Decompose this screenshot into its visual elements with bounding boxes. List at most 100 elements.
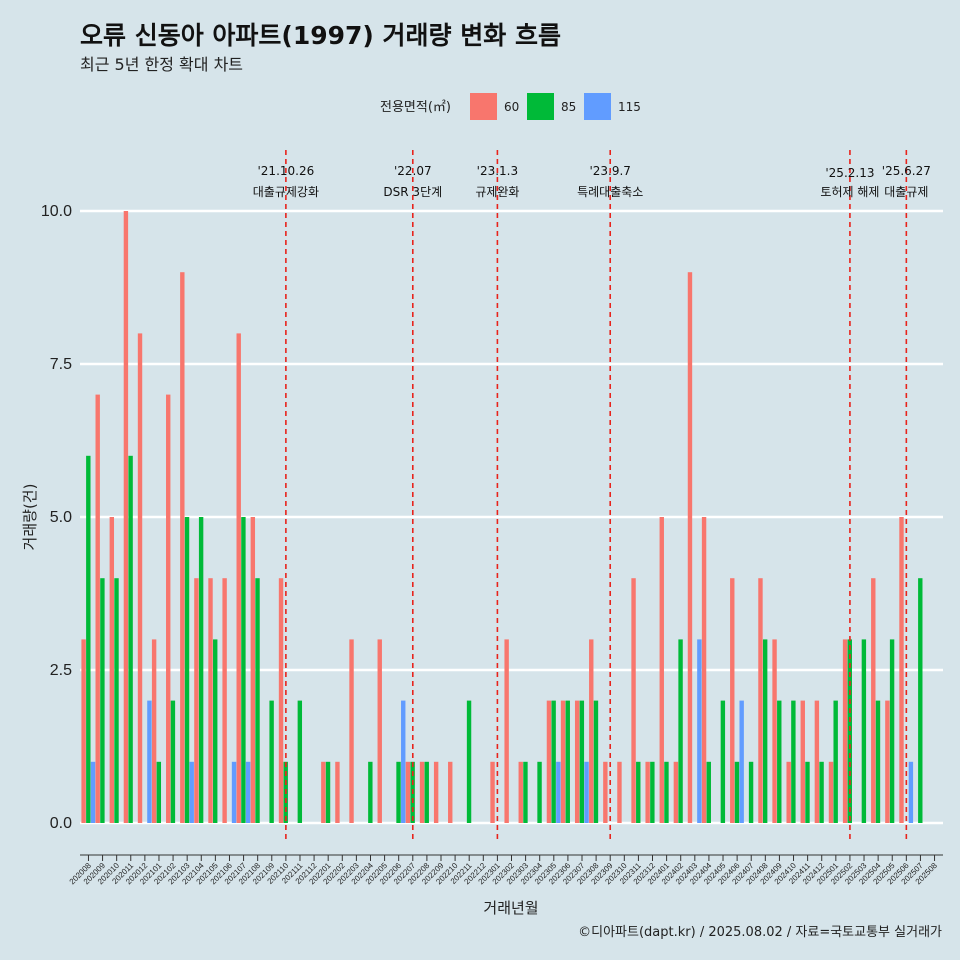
legend-swatch bbox=[470, 93, 497, 120]
bar-85-202306 bbox=[565, 700, 570, 823]
bar-60-202408 bbox=[758, 578, 763, 823]
bar-60-202010 bbox=[109, 517, 115, 823]
event-date: '25.2.13 bbox=[825, 166, 874, 180]
bar-60-202411 bbox=[800, 700, 805, 823]
bar-60-202412 bbox=[814, 700, 820, 823]
bar-85-202401 bbox=[664, 761, 669, 823]
event-date: '23.9.7 bbox=[589, 164, 630, 178]
bar-60-202201 bbox=[321, 761, 326, 823]
bar-60-202103 bbox=[180, 272, 185, 823]
bar-85-202111 bbox=[297, 700, 303, 823]
bar-60-202504 bbox=[871, 578, 876, 823]
y-tick-label: 7.5 bbox=[50, 356, 72, 373]
bar-60-202202 bbox=[335, 761, 340, 823]
x-axis-label: 거래년월 bbox=[483, 899, 538, 917]
y-axis-label: 거래량(건) bbox=[21, 484, 39, 551]
bar-115-202307 bbox=[584, 761, 589, 823]
y-axis: 0.0 2.5 5.0 7.5 10.0 bbox=[41, 203, 72, 832]
bar-60-202105 bbox=[208, 578, 213, 823]
bar-85-202307 bbox=[579, 700, 585, 823]
bar-85-202101 bbox=[156, 761, 162, 823]
bar-115-202206 bbox=[401, 700, 406, 823]
bar-60-202106 bbox=[222, 578, 227, 823]
bar-85-202502 bbox=[847, 639, 852, 823]
bar-60-202403 bbox=[687, 272, 693, 823]
bar-60-202402 bbox=[673, 761, 679, 823]
bar-60-202011 bbox=[123, 211, 129, 823]
bar-60-202310 bbox=[617, 761, 622, 823]
bar-85-202010 bbox=[114, 578, 119, 823]
bar-60-202107 bbox=[236, 333, 241, 823]
bar-60-202301 bbox=[490, 761, 495, 823]
bar-60-202312 bbox=[645, 761, 650, 823]
y-tick-label: 5.0 bbox=[50, 509, 72, 526]
bar-115-202012 bbox=[147, 700, 152, 823]
bar-85-202105 bbox=[213, 639, 218, 823]
bar-60-202401 bbox=[659, 517, 664, 823]
legend: 전용면적(㎡) 60 85 115 bbox=[380, 93, 641, 120]
event-label: 대출규제강화 bbox=[253, 185, 319, 199]
bar-85-202504 bbox=[875, 700, 881, 823]
bar-85-202409 bbox=[777, 700, 782, 823]
bar-85-202411 bbox=[805, 761, 810, 823]
bar-85-202303 bbox=[523, 761, 528, 823]
event-label: 규제완화 bbox=[475, 185, 519, 199]
chart-subtitle: 최근 5년 한정 확대 차트 bbox=[80, 55, 243, 74]
bar-115-202008 bbox=[90, 761, 96, 823]
bar-60-202501 bbox=[828, 761, 834, 823]
bar-60-202307 bbox=[574, 700, 580, 823]
bar-60-202207 bbox=[405, 761, 411, 823]
bar-60-202309 bbox=[603, 761, 608, 823]
bar-60-202306 bbox=[560, 700, 566, 823]
bar-60-202404 bbox=[701, 517, 707, 823]
bar-60-202008 bbox=[81, 639, 86, 823]
legend-label: 60 bbox=[504, 100, 519, 114]
bar-85-202501 bbox=[833, 700, 838, 823]
bar-85-202507 bbox=[918, 578, 923, 823]
bar-85-202009 bbox=[100, 578, 105, 823]
bar-85-202304 bbox=[537, 761, 542, 823]
bar-60-202506 bbox=[899, 517, 904, 823]
event-label: 토허제 해제 bbox=[820, 185, 879, 199]
bar-85-202308 bbox=[593, 700, 599, 823]
bar-85-202408 bbox=[762, 639, 768, 823]
bar-85-202108 bbox=[255, 578, 260, 823]
bar-60-202502 bbox=[842, 639, 848, 823]
bar-85-202211 bbox=[466, 700, 472, 823]
bar-60-202308 bbox=[589, 639, 594, 823]
bar-85-202008 bbox=[86, 455, 91, 823]
bar-85-202011 bbox=[128, 455, 133, 823]
bar-85-202406 bbox=[734, 761, 740, 823]
bar-85-202410 bbox=[791, 700, 796, 823]
bar-85-202407 bbox=[748, 761, 754, 823]
legend-label: 115 bbox=[618, 100, 641, 114]
bars bbox=[81, 211, 923, 823]
bar-60-202205 bbox=[377, 639, 382, 823]
bar-85-202104 bbox=[198, 517, 204, 823]
x-axis: 2020082020092020102020112020122021012021… bbox=[68, 854, 943, 886]
bar-85-202109 bbox=[269, 700, 274, 823]
legend-title: 전용면적(㎡) bbox=[380, 100, 451, 115]
event-date: '23.1.3 bbox=[477, 164, 518, 178]
event-date: '21.10.26 bbox=[258, 164, 315, 178]
bar-60-202311 bbox=[631, 578, 636, 823]
bar-85-202102 bbox=[170, 700, 176, 823]
bar-85-202404 bbox=[706, 761, 711, 823]
bar-60-202110 bbox=[278, 578, 284, 823]
bar-115-202403 bbox=[697, 639, 702, 823]
bar-60-202012 bbox=[137, 333, 143, 823]
bar-85-202305 bbox=[551, 700, 556, 823]
bar-115-202106 bbox=[231, 761, 237, 823]
bar-60-202305 bbox=[546, 700, 552, 823]
bar-85-202311 bbox=[636, 761, 641, 823]
event-markers: '21.10.26 대출규제강화 '22.07 DSR 3단계 '23.1.3 규제완화 '… bbox=[253, 150, 931, 843]
bar-85-202405 bbox=[720, 700, 726, 823]
event-label: 특례대출축소 bbox=[577, 185, 643, 199]
caption: ©디아파트(dapt.kr) / 2025.08.02 / 자료=국토교통부 실… bbox=[578, 925, 942, 940]
bar-60-202303 bbox=[518, 761, 523, 823]
bar-60-202302 bbox=[504, 639, 509, 823]
bar-60-202409 bbox=[772, 639, 777, 823]
bar-60-202410 bbox=[786, 761, 791, 823]
y-tick-label: 10.0 bbox=[41, 203, 72, 220]
